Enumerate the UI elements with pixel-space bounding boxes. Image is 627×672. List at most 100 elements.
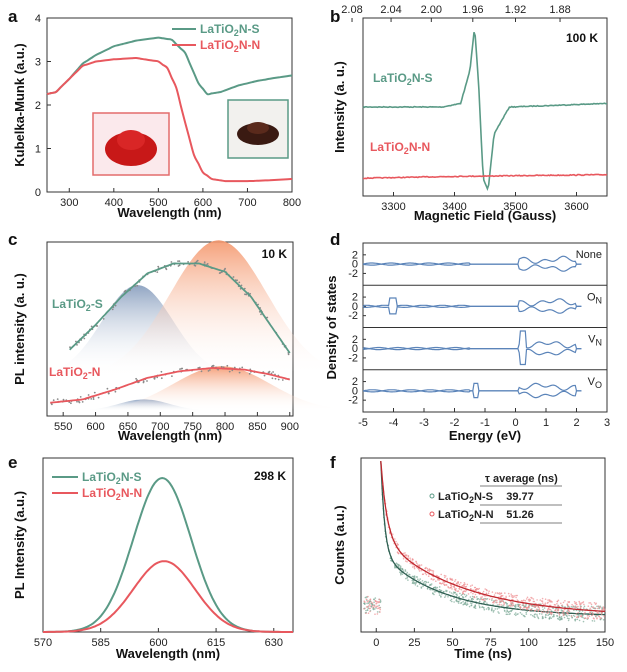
decay-point-S [460, 602, 462, 604]
panel-label-c: c [8, 230, 17, 249]
decay-point-S [496, 604, 499, 606]
data-point [76, 400, 78, 403]
decay-point-N [511, 603, 514, 605]
decay-point-N [573, 601, 576, 603]
decay-point-S [542, 608, 544, 611]
row-tick-label: 0 [352, 385, 358, 397]
decay-point-N [602, 606, 605, 608]
top-tick-label: 2.08 [341, 4, 362, 16]
decay-point-S [474, 607, 477, 609]
decay-point-S [566, 610, 568, 613]
data-point [62, 398, 65, 401]
decay-point-S [373, 598, 375, 600]
decay-point-N [512, 596, 515, 598]
decay-point-S [423, 580, 426, 583]
decay-point-N [603, 615, 605, 617]
decay-point-S [534, 616, 536, 619]
decay-point-N [579, 607, 582, 610]
decay-point-N [551, 601, 553, 603]
decay-point-S [417, 578, 419, 580]
panel-label-f: f [330, 453, 336, 472]
y-axis-label: Kubelka-Munk (a.u.) [12, 43, 27, 167]
row-tick-label: 2 [352, 334, 358, 346]
decay-point-N [537, 610, 540, 612]
fit-line-N [380, 461, 606, 613]
decay-point-N [530, 604, 533, 607]
decay-point-N [519, 603, 521, 606]
decay-point-N [471, 584, 474, 586]
decay-point-S [460, 594, 463, 596]
series-line-N [43, 560, 293, 633]
decay-point-N [591, 606, 594, 609]
decay-point-S [473, 606, 475, 608]
data-point [220, 365, 223, 368]
data-point [135, 377, 138, 380]
decay-point-N [429, 569, 432, 571]
data-point [187, 261, 190, 263]
decay-point-N [587, 616, 589, 619]
data-point [170, 261, 173, 263]
legend-label: LaTiO2N-S [82, 470, 141, 486]
decay-point-S [390, 559, 392, 562]
decay-point-N [516, 594, 518, 597]
y-axis-label: Density of states [324, 275, 339, 379]
decay-point-S [476, 598, 479, 601]
x-tick-label: 900 [281, 421, 299, 433]
decay-point-N [482, 598, 485, 601]
decay-point-N [451, 578, 453, 580]
decay-point-S [457, 600, 460, 603]
decay-point-S [434, 586, 436, 589]
x-tick-label: 550 [54, 421, 72, 433]
data-point [106, 387, 109, 390]
temperature-note: 298 K [254, 469, 286, 483]
decay-point-N [544, 602, 547, 604]
decay-point-N [536, 599, 538, 601]
decay-point-S [536, 615, 538, 617]
x-tick-label: 585 [92, 637, 110, 649]
decay-point-N [544, 603, 546, 606]
decay-point-S [576, 618, 579, 621]
decay-point-S [519, 611, 522, 614]
series-label-N: LaTiO2N-N [370, 140, 430, 156]
data-point [146, 380, 148, 382]
decay-point-S [366, 609, 369, 611]
decay-point-S [465, 594, 468, 597]
decay-point-S [376, 611, 379, 613]
decay-point-N [435, 580, 437, 582]
x-axis-label: Wavelength (nm) [117, 205, 221, 220]
x-tick-label: 800 [283, 197, 301, 209]
decay-point-N [560, 602, 562, 605]
decay-point-N [395, 540, 397, 543]
x-axis-label: Wavelength (nm) [118, 428, 222, 443]
decay-point-S [379, 601, 382, 604]
decay-point-N [541, 611, 544, 614]
decay-point-S [560, 615, 563, 618]
decay-point-N [369, 598, 371, 601]
decay-point-N [472, 592, 474, 595]
dos-spin-down [362, 263, 582, 272]
decay-point-N [484, 597, 487, 600]
decay-point-S [593, 620, 596, 622]
decay-point-S [479, 598, 481, 601]
decay-point-S [463, 593, 466, 596]
decay-point-S [446, 590, 448, 592]
data-point [179, 368, 181, 370]
dos-spin-down [362, 305, 582, 315]
decay-point-N [600, 612, 603, 614]
data-point [51, 403, 53, 406]
decay-point-N [515, 594, 517, 597]
decay-point-S [478, 605, 481, 608]
data-point [238, 281, 241, 284]
decay-point-N [528, 600, 531, 602]
decay-point-N [558, 605, 561, 608]
decay-point-N [530, 596, 532, 599]
decay-point-N [537, 606, 540, 608]
decay-point-N [444, 576, 446, 579]
decay-point-S [553, 614, 555, 617]
decay-point-N [378, 598, 381, 601]
decay-point-N [422, 573, 425, 575]
decay-point-S [573, 615, 576, 618]
decay-point-N [501, 600, 504, 603]
decay-point-N [561, 612, 564, 614]
temperature-note: 10 K [262, 247, 288, 261]
